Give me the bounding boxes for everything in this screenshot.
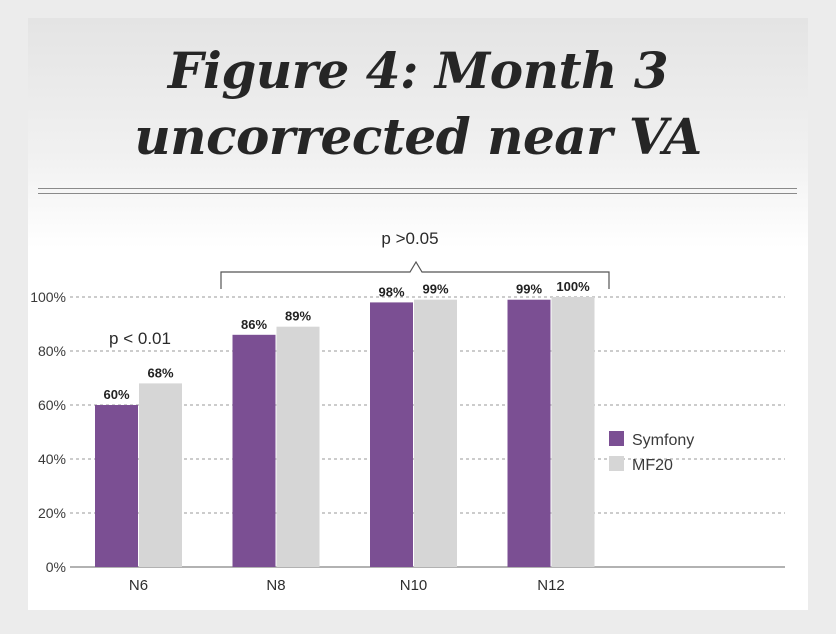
annotation-p-bracket: p >0.05 [381, 229, 438, 248]
bar-mf20-n10 [414, 299, 457, 567]
x-category-label: N6 [129, 577, 148, 594]
data-label: 89% [285, 309, 311, 324]
data-label: 100% [556, 279, 590, 294]
y-tick-label: 60% [38, 397, 66, 413]
bar-mf20-n6 [139, 383, 182, 567]
chart-title-line-1: Figure 4: Month 3 [167, 41, 669, 100]
bar-mf20-n12 [551, 297, 595, 567]
x-category-label: N10 [400, 577, 428, 594]
significance-bracket [220, 260, 610, 289]
legend-label-mf20: MF20 [632, 457, 673, 474]
x-category-label: N12 [537, 577, 565, 594]
legend-label-symfony: Symfony [632, 432, 694, 449]
title-rule-top [38, 188, 797, 189]
bar-symfony-n8 [232, 334, 276, 567]
y-axis-ticks: 0% 20% 40% 60% 80% 100% [30, 289, 66, 575]
legend: Symfony MF20 [609, 431, 694, 474]
chart-title-line-2: uncorrected near VA [134, 107, 702, 166]
chart-title: Figure 4: Month 3 uncorrected near VA [28, 38, 808, 170]
data-label: 60% [103, 387, 129, 402]
bars [95, 297, 595, 567]
title-rule-bottom [38, 193, 797, 194]
y-tick-label: 80% [38, 343, 66, 359]
y-tick-label: 0% [46, 559, 66, 575]
bar-symfony-n6 [95, 405, 138, 567]
bar-symfony-n12 [507, 299, 551, 567]
data-labels: 60% 68% 86% 89% 98% 99% 99% 100% [103, 279, 590, 402]
data-label: 99% [516, 282, 542, 297]
legend-swatch-mf20 [609, 456, 624, 471]
bar-symfony-n10 [370, 302, 413, 567]
y-tick-label: 40% [38, 451, 66, 467]
bar-mf20-n8 [276, 326, 320, 567]
x-category-label: N8 [266, 577, 285, 594]
data-label: 86% [241, 317, 267, 332]
y-tick-label: 20% [38, 505, 66, 521]
legend-swatch-symfony [609, 431, 624, 446]
annotation-p-n6: p < 0.01 [109, 329, 171, 348]
data-label: 68% [147, 365, 173, 380]
x-axis-categories: N6 N8 N10 N12 [129, 577, 565, 594]
y-tick-label: 100% [30, 289, 66, 305]
data-label: 98% [378, 284, 404, 299]
data-label: 99% [422, 282, 448, 297]
